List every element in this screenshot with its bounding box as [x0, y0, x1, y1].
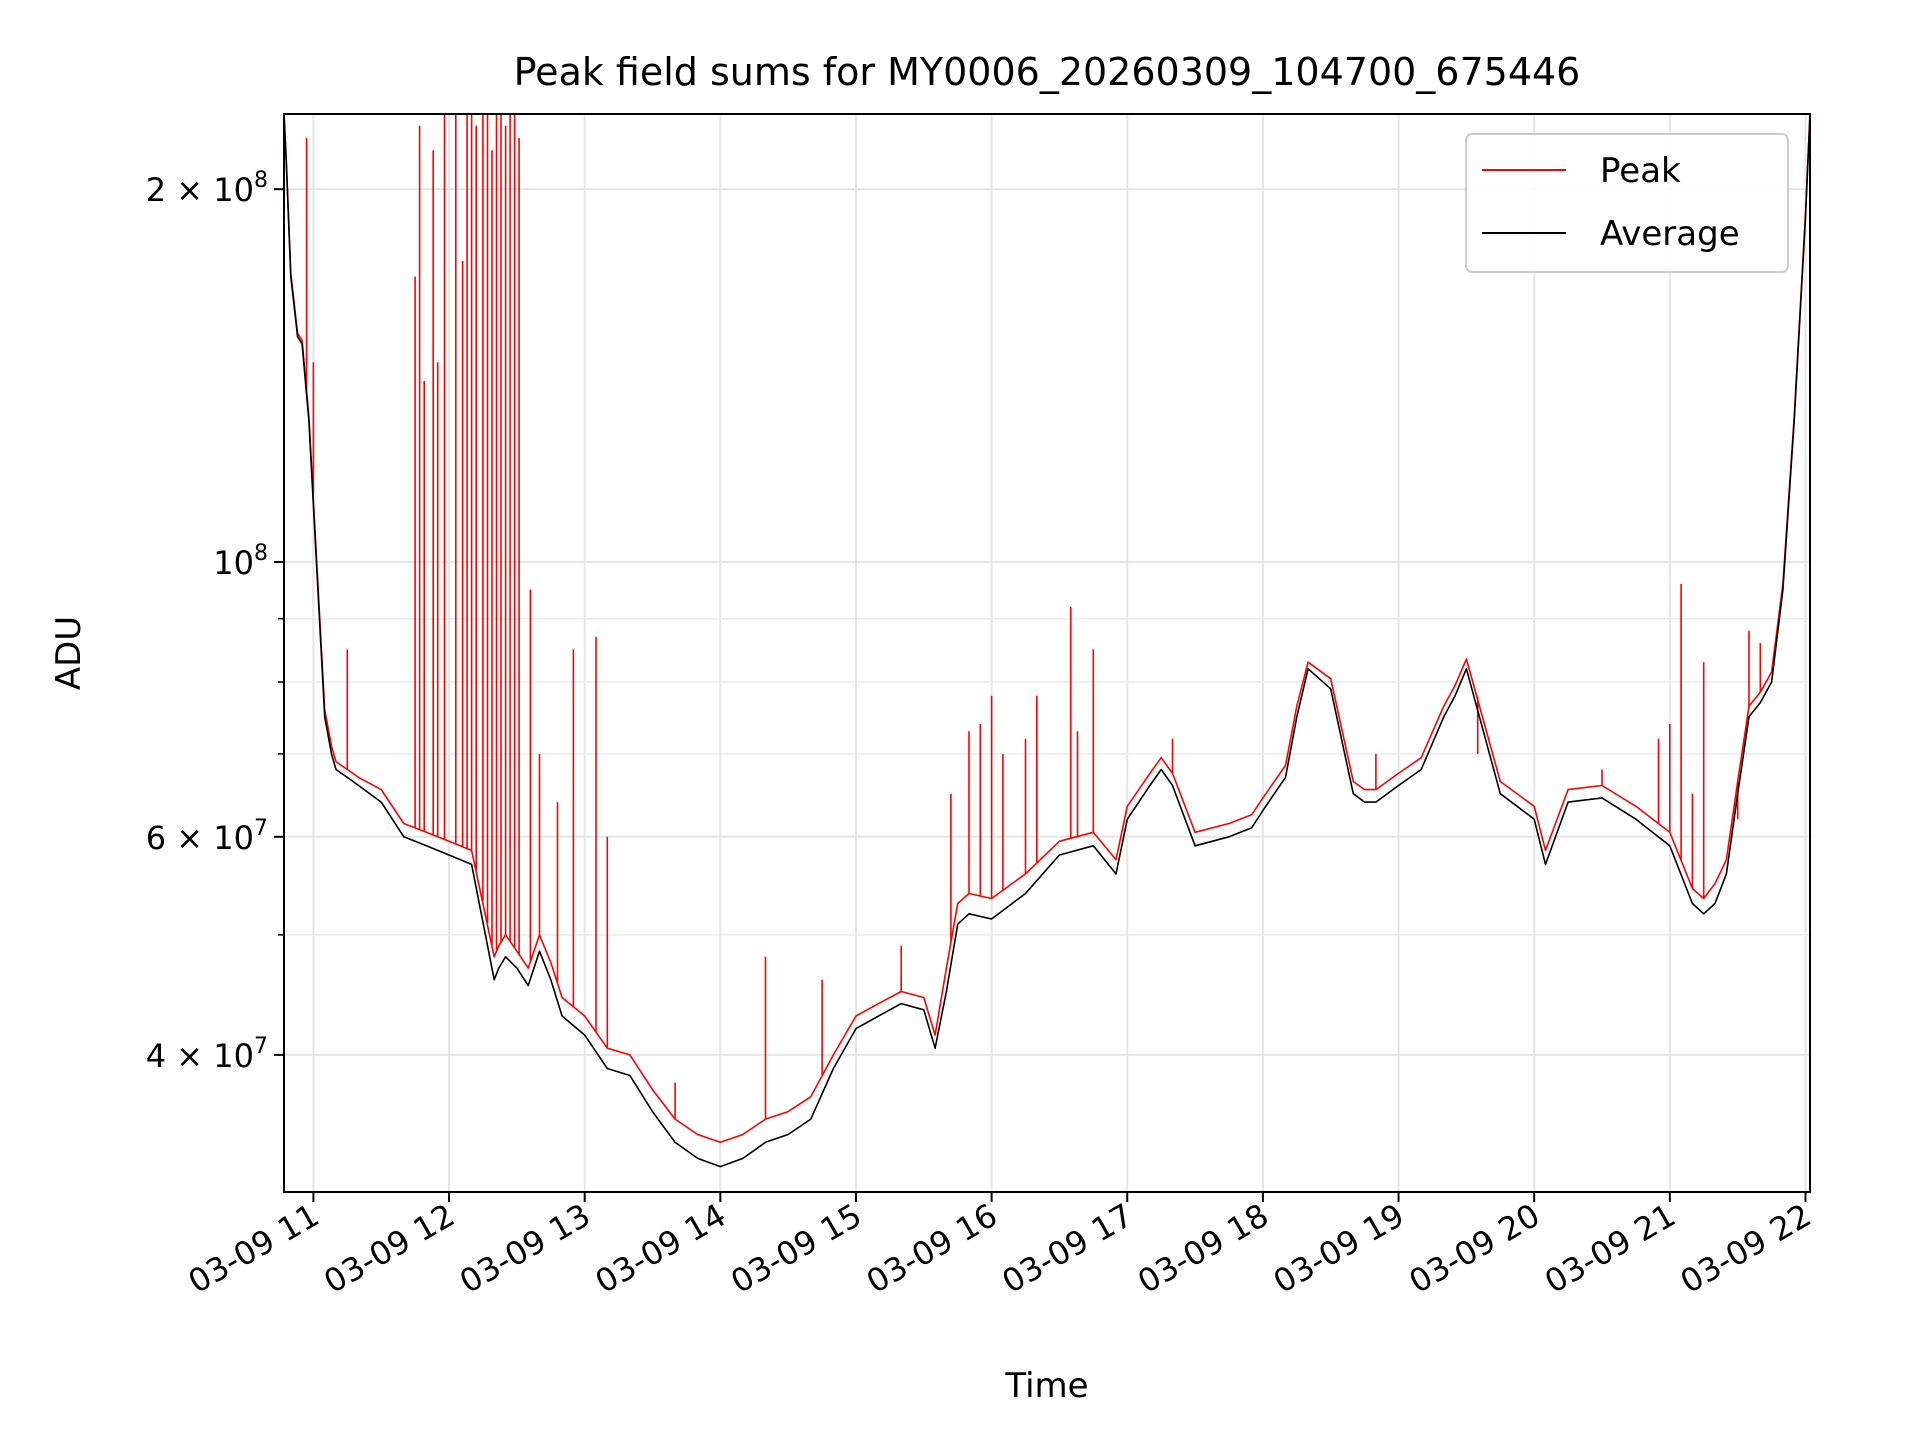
- legend-peak-label: Peak: [1600, 151, 1681, 191]
- series-layer: [283, 113, 1811, 1168]
- plot-frame: [283, 113, 1811, 1193]
- legend-average-label: Average: [1600, 214, 1740, 254]
- y-tick-label: 2 × 108: [146, 168, 268, 209]
- grid: [284, 114, 1810, 1192]
- y-tick-label: 108: [213, 541, 268, 582]
- legend: Peak Average: [1465, 133, 1789, 273]
- y-axis: 4 × 107 6 × 107 108 2 × 108: [146, 168, 284, 1075]
- y-axis-label: ADU: [49, 616, 89, 690]
- legend-box: [1465, 133, 1789, 273]
- chart-title: Peak field sums for MY0006_20260309_1047…: [514, 50, 1581, 94]
- series-line-average: [283, 113, 1811, 1168]
- x-axis-label: Time: [1004, 1366, 1088, 1406]
- y-tick-label: 4 × 107: [146, 1034, 268, 1075]
- y-tick-label: 6 × 107: [146, 816, 268, 857]
